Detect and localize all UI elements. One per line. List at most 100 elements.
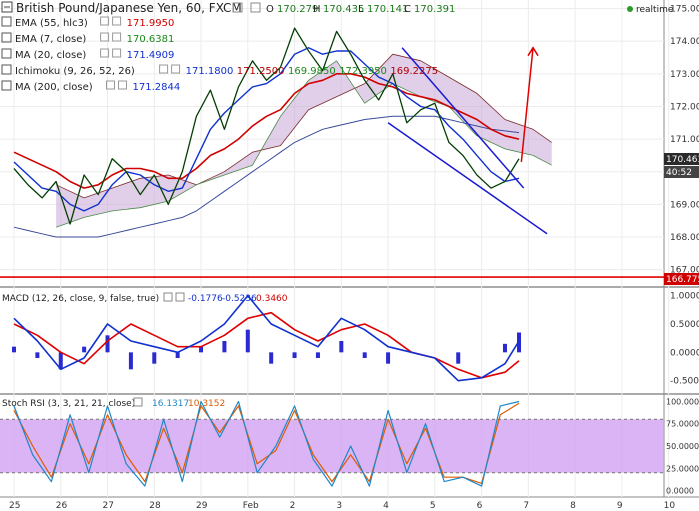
indicator-value: 172.3950 [339, 66, 387, 77]
cloud-span-a [55, 53, 552, 199]
macd-histogram-bar [105, 335, 110, 353]
support-price-text: 166.775 [666, 275, 699, 285]
settings-gear-icon[interactable] [232, 2, 243, 13]
indicator-settings-icon [159, 64, 169, 74]
rsi-d-value: 10.3152 [188, 399, 225, 409]
macd-settings-icon[interactable] [163, 292, 173, 302]
macd-histogram-bar [35, 352, 40, 358]
trend-annotations[interactable] [0, 46, 664, 278]
indicator-close-icon [112, 16, 122, 26]
indicator-value: 171.4909 [127, 50, 175, 61]
up-arrow-head-icon [527, 46, 539, 57]
macd-histogram-bar [82, 346, 87, 353]
last-price-text: 170.463 [666, 155, 699, 165]
rsi-k-value: 16.1317 [152, 399, 189, 409]
indicator-name: EMA (7, close) [15, 34, 86, 45]
ichimoku-cloud [55, 53, 552, 228]
macd-histogram-bar [386, 352, 391, 364]
rsi-title: Stoch RSI (3, 3, 21, 21, close) [2, 399, 135, 409]
indicator-name: MA (20, close) [15, 50, 86, 61]
time-tick-label: 4 [383, 501, 389, 511]
indicator-settings-icon [100, 16, 110, 26]
price-axis-ticks[interactable]: 175.000174.000173.000172.000171.000170.0… [666, 5, 699, 496]
time-tick-label: 8 [570, 501, 576, 511]
price-tick-label: 174.000 [670, 37, 699, 47]
macd-histogram-bar [292, 352, 297, 358]
rsi-tick-label: 75.0000 [666, 420, 699, 429]
indicator-name: MA (200, close) [15, 82, 93, 93]
time-tick-label: 26 [56, 501, 68, 511]
indicator-value: 171.9950 [127, 18, 175, 29]
indicator-close-icon [171, 64, 181, 74]
indicator-name: EMA (55, hlc3) [15, 18, 88, 29]
indicator-settings-icon [106, 80, 115, 90]
macd-title: MACD (12, 26, close, 9, false, true) [2, 294, 159, 304]
indicator-collapse-icon [1, 32, 12, 43]
price-tick-label: 172.000 [670, 102, 699, 112]
indicator-settings-icon [100, 32, 110, 42]
rsi-tick-label: 50.0000 [666, 442, 699, 451]
ema55-line [13, 73, 520, 189]
macd-hist-value: 0.3460 [256, 294, 288, 304]
macd-histogram-bar [456, 352, 461, 364]
close-icon[interactable] [250, 2, 261, 13]
indicator-settings-icon [100, 48, 110, 58]
rsi-tick-label: 100.0000 [666, 397, 699, 406]
close-value: 170.391 [414, 4, 455, 15]
indicator-value: 171.2844 [133, 82, 181, 93]
cloud-span-b [55, 60, 552, 228]
macd-tick-label: 0.5000 [670, 320, 699, 330]
price-series [13, 27, 520, 238]
macd-histogram-bar [152, 352, 157, 364]
macd-histogram-bar [269, 352, 274, 364]
low-value: 170.141 [367, 4, 408, 15]
price-tick-label: 167.000 [670, 266, 699, 276]
macd-value: -0.1776 [188, 294, 223, 304]
rsi-tick-label: 25.0000 [666, 464, 699, 473]
close-label: C [404, 4, 411, 15]
indicator-collapse-icon [1, 64, 12, 75]
rsi-settings-icon[interactable] [133, 397, 143, 407]
indicator-value: 169.9850 [288, 66, 336, 77]
time-axis-ticks[interactable]: 25 26 27 28 29 Feb 2 3 4 5 6 7 8 9 10 [9, 501, 675, 511]
time-tick-label: 3 [336, 501, 342, 511]
high-value: 170.435 [323, 4, 364, 15]
realtime-dot-icon [627, 6, 633, 12]
open-label: O [266, 4, 274, 15]
stoch-rsi-series [13, 400, 520, 487]
close-line [13, 27, 520, 225]
macd-histogram-bar [12, 346, 16, 353]
time-tick-label: 2 [290, 501, 296, 511]
time-tick-label: 27 [103, 501, 114, 511]
price-tick-label: 168.000 [670, 233, 699, 243]
time-tick-label: Feb [243, 501, 259, 511]
indicator-legend: EMA (55, hlc3) 171.9950 EMA (7, close) 170.… [1, 16, 438, 93]
macd-series [12, 294, 522, 382]
macd-histogram-bar [245, 329, 250, 353]
macd-histogram-bar [339, 341, 344, 353]
time-tick-label: 28 [149, 501, 161, 511]
rsi-tick-label: 0.0000 [666, 487, 694, 496]
macd-signal-line [13, 311, 520, 379]
macd-tick-label: -0.5000 [670, 377, 699, 387]
indicator-value: 171.2500 [237, 66, 285, 77]
ma200-line [13, 115, 520, 238]
indicator-value: 169.2275 [390, 66, 438, 77]
realtime-label: realtime [636, 5, 674, 15]
price-tick-label: 175.000 [670, 5, 699, 15]
indicator-collapse-icon [1, 16, 12, 27]
open-value: 170.279 [277, 4, 318, 15]
macd-close-icon[interactable] [175, 292, 185, 302]
rsi-band-fill [0, 419, 664, 473]
collapse-icon[interactable] [1, 1, 13, 13]
time-tick-label: 7 [523, 501, 529, 511]
up-arrow-shaft [520, 47, 534, 163]
channel-upper-line [401, 47, 525, 189]
indicator-close-icon [118, 80, 127, 90]
macd-histogram-bar [128, 352, 133, 370]
macd-line [13, 294, 520, 382]
indicator-collapse-icon [1, 80, 12, 91]
low-label: L [358, 4, 364, 15]
cloud-area [56, 54, 552, 228]
